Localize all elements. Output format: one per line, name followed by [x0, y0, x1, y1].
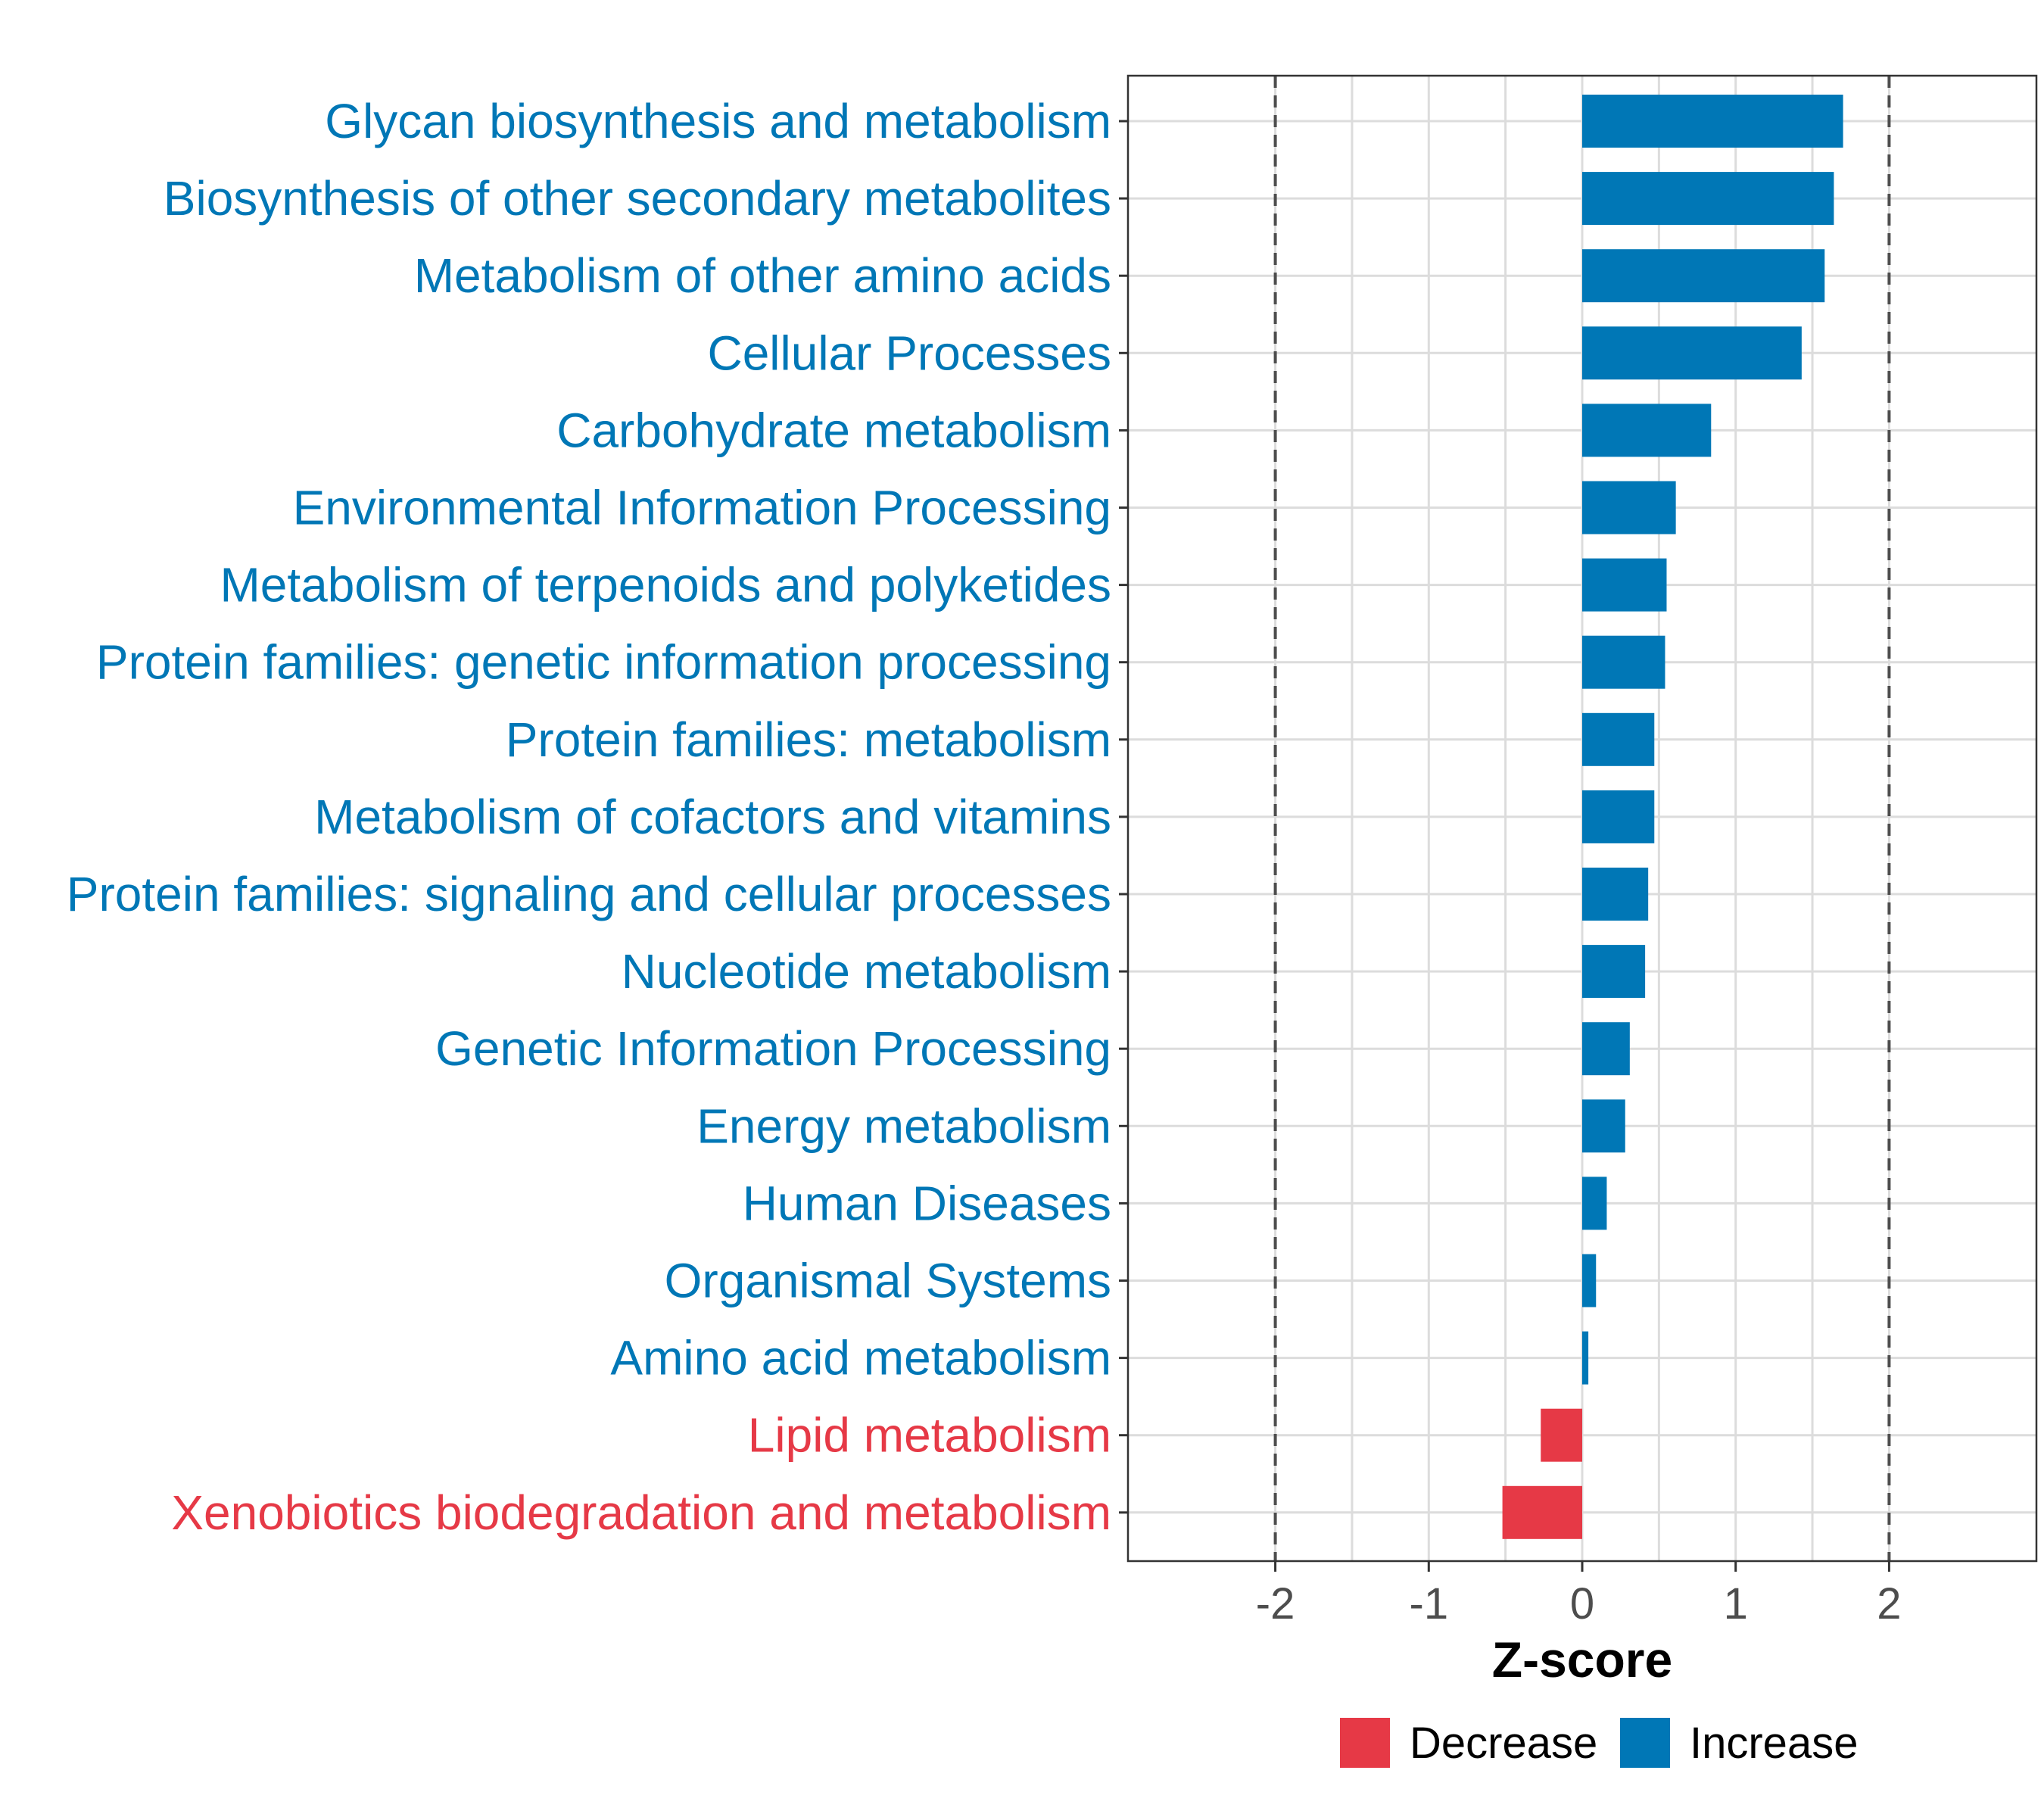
bar-2	[1582, 249, 1825, 303]
bar-3	[1582, 326, 1802, 380]
bar-9	[1582, 790, 1655, 843]
bar-11	[1582, 945, 1646, 999]
bar-8	[1582, 712, 1655, 766]
category-label: Xenobiotics biodegradation and metabolis…	[171, 1485, 1111, 1540]
y-axis-ticks	[1119, 120, 1128, 1514]
legend-label-increase: Increase	[1690, 1719, 1858, 1768]
bars	[1502, 95, 1843, 1539]
category-label: Amino acid metabolism	[610, 1331, 1111, 1385]
x-tick-label: -2	[1256, 1579, 1295, 1628]
legend-key-decrease	[1340, 1718, 1390, 1768]
legend-key-increase	[1620, 1718, 1670, 1768]
category-label: Nucleotide metabolism	[622, 944, 1111, 999]
x-axis-title: Z-score	[1492, 1632, 1672, 1688]
bar-15	[1582, 1254, 1597, 1307]
bar-17	[1541, 1408, 1582, 1462]
x-tick-label: 2	[1877, 1579, 1901, 1628]
category-label: Organismal Systems	[665, 1254, 1111, 1308]
category-label: Biosynthesis of other secondary metaboli…	[164, 171, 1111, 226]
bar-10	[1582, 868, 1649, 921]
bar-0	[1582, 95, 1843, 148]
category-label: Protein families: genetic information pr…	[96, 635, 1111, 690]
bar-12	[1582, 1022, 1630, 1076]
category-label: Genetic Information Processing	[435, 1021, 1111, 1076]
legend-label-decrease: Decrease	[1410, 1719, 1597, 1768]
category-label: Glycan biosynthesis and metabolism	[325, 94, 1111, 148]
bar-18	[1502, 1485, 1582, 1539]
bar-5	[1582, 481, 1676, 535]
y-axis-category-labels: Glycan biosynthesis and metabolism Biosyn…	[67, 94, 1111, 1540]
category-label: Cellular Processes	[707, 326, 1111, 380]
bar-1	[1582, 172, 1834, 226]
category-label: Environmental Information Processing	[293, 481, 1111, 535]
x-tick-label: 0	[1570, 1579, 1594, 1628]
category-label: Energy metabolism	[696, 1099, 1111, 1153]
category-label: Lipid metabolism	[748, 1408, 1111, 1463]
category-label: Metabolism of other amino acids	[414, 248, 1111, 303]
category-label: Human Diseases	[743, 1176, 1111, 1230]
bar-6	[1582, 558, 1667, 612]
x-tick-label: -1	[1410, 1579, 1449, 1628]
bar-4	[1582, 404, 1712, 457]
x-tick-label: 1	[1724, 1579, 1748, 1628]
category-label: Protein families: signaling and cellular…	[67, 867, 1111, 921]
category-label: Metabolism of terpenoids and polyketides	[220, 558, 1111, 612]
bar-16	[1582, 1331, 1589, 1385]
bar-7	[1582, 635, 1665, 689]
category-label: Protein families: metabolism	[506, 712, 1111, 767]
bar-14	[1582, 1177, 1607, 1230]
bar-13	[1582, 1099, 1625, 1153]
legend: Decrease Increase	[1340, 1718, 1858, 1768]
category-label: Carbohydrate metabolism	[556, 403, 1111, 457]
reference-lines	[1273, 76, 1891, 1561]
category-label: Metabolism of cofactors and vitamins	[314, 790, 1111, 844]
x-axis-ticks: -2 -1 0 1 2	[1256, 1561, 1902, 1628]
